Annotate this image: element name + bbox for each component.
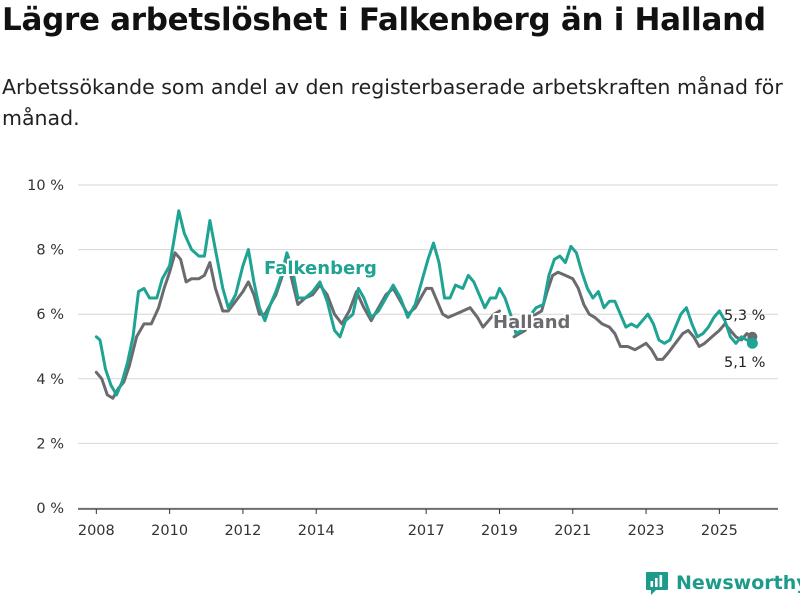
y-tick-label: 10 % bbox=[27, 178, 64, 194]
x-tick-label: 2019 bbox=[481, 523, 518, 539]
y-tick-label: 0 % bbox=[36, 501, 64, 517]
x-tick-label: 2025 bbox=[701, 523, 738, 539]
series-label-falkenberg: Falkenberg bbox=[264, 258, 377, 279]
series-labels: 5,3 % 5,1 % Falkenberg Halland bbox=[262, 256, 765, 371]
grid-lines bbox=[78, 184, 778, 509]
x-tick-label: 2023 bbox=[628, 523, 665, 539]
series-line-halland bbox=[512, 270, 754, 361]
chart-subtitle: Arbetssökande som andel av den registerb… bbox=[2, 75, 783, 130]
x-tick-label: 2012 bbox=[224, 523, 261, 539]
y-tick-label: 4 % bbox=[36, 372, 64, 388]
brand-logo: Newsworthy bbox=[645, 569, 800, 597]
x-tick-label: 2017 bbox=[408, 523, 445, 539]
y-tick-label: 6 % bbox=[36, 307, 64, 323]
end-point-falkenberg bbox=[746, 337, 758, 349]
y-tick-label: 8 % bbox=[36, 243, 64, 259]
end-label-halland: 5,3 % bbox=[724, 308, 765, 324]
y-tick-label: 2 % bbox=[36, 436, 64, 452]
y-axis-ticks: 0 % 2 % 4 % 6 % 8 % 10 % bbox=[27, 178, 64, 517]
x-tick-label: 2021 bbox=[554, 523, 591, 539]
x-axis: 2008 2010 2012 2014 2017 2019 2021 2023 2025 bbox=[78, 508, 778, 539]
x-tick-label: 2008 bbox=[78, 523, 115, 539]
bar-chart-logo-icon bbox=[646, 572, 668, 595]
x-tick-label: 2010 bbox=[151, 523, 188, 539]
series-line-falkenberg bbox=[94, 209, 754, 397]
page-title: Lägre arbetslöshet i Falkenberg än i Hal… bbox=[2, 2, 766, 38]
x-tick-label: 2014 bbox=[298, 523, 335, 539]
series-lines bbox=[94, 209, 758, 400]
series-line-halland bbox=[94, 251, 501, 400]
series-label-halland: Halland bbox=[493, 312, 570, 333]
brand-name: Newsworthy bbox=[676, 572, 800, 594]
end-label-falkenberg: 5,1 % bbox=[724, 355, 765, 371]
